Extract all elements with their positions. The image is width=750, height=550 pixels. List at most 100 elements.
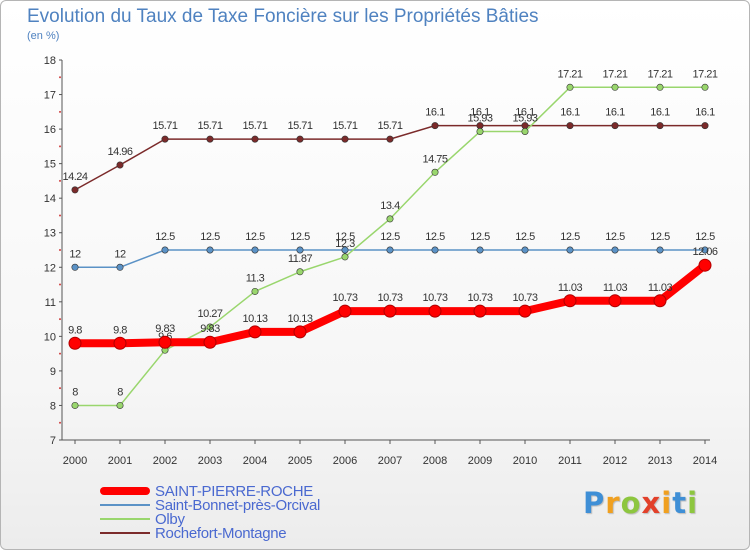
data-label: 15.93	[467, 113, 492, 125]
data-label: 16.1	[515, 107, 535, 119]
data-label: 16.1	[650, 107, 670, 119]
data-label: 9.8	[68, 324, 82, 336]
data-label: 16.1	[425, 107, 445, 119]
data-point	[71, 401, 79, 409]
legend-label: Rochefort-Montagne	[155, 525, 287, 542]
y-tick-label: 11	[45, 297, 56, 309]
y-minor-tick	[59, 249, 61, 251]
x-tick-label: 2012	[603, 455, 627, 467]
data-point	[431, 246, 439, 254]
data-point	[476, 246, 484, 254]
data-point	[611, 83, 619, 91]
x-tick-label: 2008	[423, 455, 447, 467]
data-label: 15.71	[242, 120, 267, 132]
x-tick-label: 2006	[333, 455, 357, 467]
data-label: 10.73	[512, 292, 537, 304]
series-line	[74, 86, 706, 407]
y-minor-tick	[59, 387, 61, 390]
data-label: 10.73	[332, 292, 357, 304]
y-minor-tick	[59, 318, 61, 321]
x-tick-label: 2001	[108, 455, 132, 467]
legend-swatch	[100, 532, 150, 534]
legend: SAINT-PIERRE-ROCHE Saint-Bonnet-près-Orc…	[100, 483, 360, 542]
legend-swatch	[100, 504, 150, 506]
data-label: 10.73	[377, 292, 402, 304]
data-label: 12.5	[515, 231, 535, 243]
legend-label: SAINT-PIERRE-ROCHE	[155, 483, 313, 500]
data-point	[518, 304, 532, 318]
data-label: 12.5	[200, 231, 220, 243]
x-tick-label: 2007	[378, 455, 402, 467]
y-minor-tick	[59, 110, 61, 113]
data-point	[476, 128, 484, 136]
data-point	[701, 246, 709, 254]
data-point	[296, 268, 304, 276]
data-label: 9.8	[113, 324, 127, 336]
x-tick-label: 2005	[288, 455, 312, 467]
data-point	[161, 246, 169, 254]
x-tick-label: 2009	[468, 455, 492, 467]
data-point	[698, 258, 712, 272]
data-point	[611, 122, 619, 130]
legend-item-olby: Olby	[100, 511, 360, 528]
data-point	[656, 83, 664, 91]
data-point	[341, 246, 349, 254]
data-label: 12.5	[335, 231, 355, 243]
data-label: 11.87	[288, 253, 313, 265]
y-tick-label: 9	[50, 366, 56, 378]
y-tick-label: 8	[50, 400, 56, 412]
data-point	[428, 304, 442, 318]
y-minor-tick	[59, 421, 61, 424]
proxiti-logo: Proxiti	[583, 486, 699, 520]
y-tick-label: 18	[44, 55, 56, 67]
data-point	[68, 336, 82, 350]
data-point	[701, 83, 709, 91]
y-minor-tick	[59, 145, 61, 148]
legend-label: Olby	[155, 511, 185, 528]
x-tick-label: 2010	[513, 455, 537, 467]
data-label: 12.5	[470, 231, 490, 243]
data-label: 10.73	[422, 292, 447, 304]
legend-swatch	[100, 518, 150, 520]
data-label: 17.21	[557, 68, 582, 80]
data-point	[386, 246, 394, 254]
data-label: 12.5	[605, 231, 625, 243]
data-label: 14.75	[422, 153, 447, 165]
data-point	[566, 246, 574, 254]
y-tick-label: 17	[44, 90, 56, 102]
data-label: 16.1	[560, 107, 580, 119]
data-label: 11.03	[558, 282, 583, 294]
data-label: 12.5	[425, 231, 445, 243]
data-point	[341, 135, 349, 143]
y-tick-label: 16	[44, 124, 56, 136]
data-label: 15.71	[287, 120, 312, 132]
data-label: 16.1	[470, 107, 490, 119]
data-point	[611, 246, 619, 254]
data-label: 12	[114, 248, 126, 260]
y-tick-label: 13	[44, 228, 56, 240]
data-point	[656, 246, 664, 254]
data-label: 9.83	[200, 323, 220, 335]
data-label: 12.5	[290, 231, 310, 243]
data-label: 10.27	[197, 308, 222, 320]
data-label: 14.24	[62, 171, 87, 183]
legend-item-saint-pierre-roche: SAINT-PIERRE-ROCHE	[100, 483, 360, 500]
data-label: 17.21	[647, 68, 672, 80]
data-point	[521, 246, 529, 254]
x-tick-label: 2000	[63, 455, 87, 467]
data-point	[251, 246, 259, 254]
data-label: 12.5	[650, 231, 670, 243]
data-point	[386, 215, 394, 223]
y-tick-label: 7	[50, 435, 56, 447]
data-label: 14.96	[107, 146, 132, 158]
data-point	[206, 135, 214, 143]
x-tick-label: 2002	[153, 455, 177, 467]
data-label: 15.71	[152, 120, 177, 132]
data-point	[203, 335, 217, 349]
y-minor-tick	[59, 352, 61, 355]
data-label: 10.73	[467, 292, 492, 304]
data-label: 8	[117, 386, 123, 398]
data-point	[341, 253, 349, 261]
data-label: 12	[69, 248, 81, 260]
legend-item-rochefort-montagne: Rochefort-Montagne	[100, 525, 360, 542]
